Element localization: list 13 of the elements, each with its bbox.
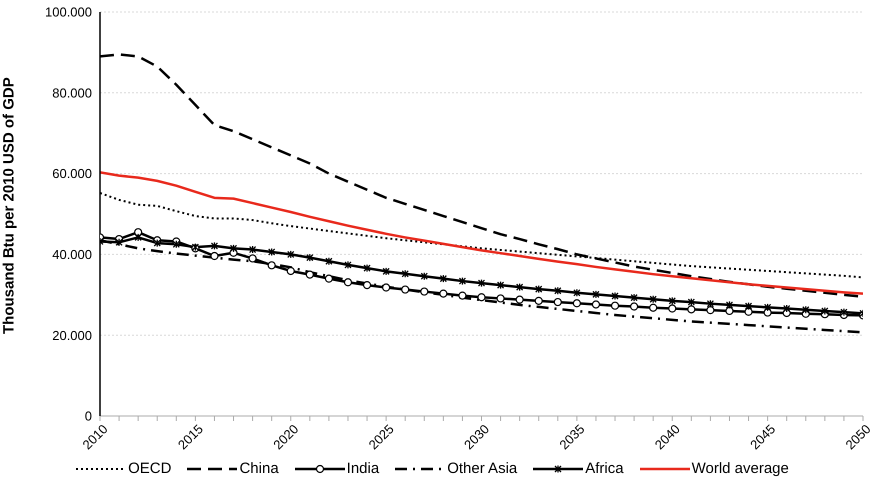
y-tick-label: 80.000 — [52, 85, 92, 100]
y-tick-label: 40.000 — [52, 247, 92, 262]
y-tick-label: 100.000 — [45, 4, 92, 20]
legend-label: Africa — [585, 460, 624, 477]
y-tick-label: 60.000 — [52, 166, 92, 182]
y-tick-label: 20.000 — [52, 328, 92, 343]
legend-label: World average — [692, 460, 789, 477]
legend-label: China — [239, 460, 279, 477]
legend-label: OECD — [128, 460, 172, 477]
y-axis-title: Thousand Btu per 2010 USD of GDP — [0, 77, 18, 334]
legend-label: India — [346, 460, 380, 477]
legend-label: Other Asia — [447, 460, 518, 477]
y-tick-label: 0 — [84, 408, 92, 424]
